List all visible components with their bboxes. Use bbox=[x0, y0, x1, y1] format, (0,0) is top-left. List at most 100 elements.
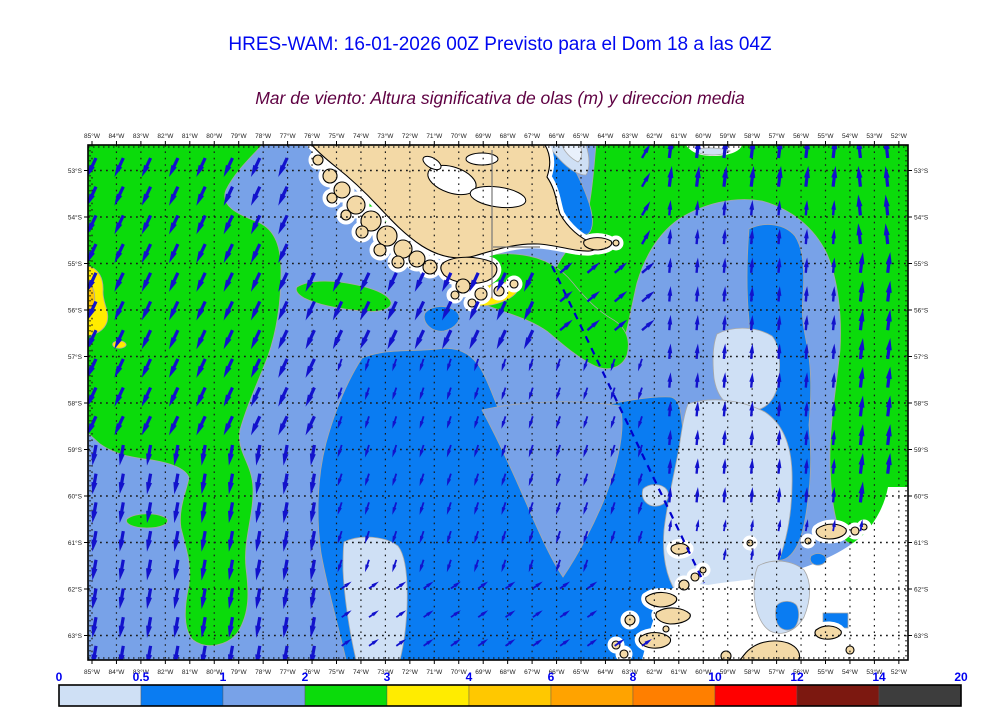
svg-text:72°W: 72°W bbox=[402, 668, 419, 676]
svg-text:70°W: 70°W bbox=[451, 668, 468, 676]
svg-text:66°W: 66°W bbox=[549, 132, 566, 140]
svg-text:81°W: 81°W bbox=[182, 132, 199, 140]
svg-text:66°W: 66°W bbox=[549, 668, 566, 676]
svg-text:65°W: 65°W bbox=[573, 668, 590, 676]
svg-text:14: 14 bbox=[872, 670, 886, 684]
svg-text:84°W: 84°W bbox=[108, 132, 125, 140]
svg-text:72°W: 72°W bbox=[402, 132, 419, 140]
svg-text:77°W: 77°W bbox=[280, 668, 297, 676]
svg-text:4: 4 bbox=[466, 670, 473, 684]
svg-text:82°W: 82°W bbox=[157, 132, 174, 140]
svg-text:84°W: 84°W bbox=[108, 668, 125, 676]
svg-text:53°W: 53°W bbox=[866, 132, 883, 140]
svg-text:53°S: 53°S bbox=[914, 167, 929, 175]
svg-text:60°S: 60°S bbox=[914, 493, 929, 501]
forecast-subtitle: Mar de viento: Altura significativa de o… bbox=[255, 88, 745, 108]
svg-text:71°W: 71°W bbox=[426, 668, 443, 676]
svg-text:83°W: 83°W bbox=[133, 132, 150, 140]
svg-text:80°W: 80°W bbox=[206, 132, 223, 140]
svg-text:74°W: 74°W bbox=[353, 668, 370, 676]
svg-text:6: 6 bbox=[548, 670, 555, 684]
svg-text:0: 0 bbox=[56, 670, 63, 684]
svg-text:63°W: 63°W bbox=[622, 132, 639, 140]
svg-text:56°W: 56°W bbox=[793, 668, 810, 676]
landmasses bbox=[307, 145, 872, 660]
svg-text:59°W: 59°W bbox=[720, 668, 737, 676]
svg-text:54°W: 54°W bbox=[842, 132, 859, 140]
svg-text:64°W: 64°W bbox=[597, 668, 614, 676]
svg-text:60°W: 60°W bbox=[695, 132, 712, 140]
svg-text:82°W: 82°W bbox=[157, 668, 174, 676]
svg-text:58°S: 58°S bbox=[68, 400, 83, 408]
svg-text:61°S: 61°S bbox=[68, 539, 83, 547]
svg-text:55°S: 55°S bbox=[914, 260, 929, 268]
svg-text:85°W: 85°W bbox=[84, 132, 101, 140]
route-line bbox=[551, 265, 705, 584]
svg-text:8: 8 bbox=[630, 670, 637, 684]
svg-text:54°S: 54°S bbox=[914, 214, 929, 222]
svg-text:58°W: 58°W bbox=[744, 132, 761, 140]
svg-text:69°W: 69°W bbox=[475, 668, 492, 676]
map-frame bbox=[84, 141, 912, 664]
svg-text:61°W: 61°W bbox=[671, 668, 688, 676]
svg-text:73°W: 73°W bbox=[377, 668, 394, 676]
svg-text:59°S: 59°S bbox=[68, 446, 83, 454]
svg-text:56°S: 56°S bbox=[914, 307, 929, 315]
axis-labels: 85°W 85°W 84°W 84°W 83°W 83°W 82°W 82°W 81°W 81°W… bbox=[68, 132, 929, 676]
svg-text:62°W: 62°W bbox=[646, 668, 663, 676]
svg-text:57°S: 57°S bbox=[68, 353, 83, 361]
svg-text:62°S: 62°S bbox=[68, 586, 83, 594]
svg-text:77°W: 77°W bbox=[280, 132, 297, 140]
svg-text:62°S: 62°S bbox=[914, 586, 929, 594]
svg-text:67°W: 67°W bbox=[524, 668, 541, 676]
svg-text:83°W: 83°W bbox=[133, 668, 150, 676]
svg-text:54°W: 54°W bbox=[842, 668, 859, 676]
svg-text:10: 10 bbox=[708, 670, 722, 684]
svg-text:74°W: 74°W bbox=[353, 132, 370, 140]
svg-text:64°W: 64°W bbox=[597, 132, 614, 140]
svg-text:63°S: 63°S bbox=[914, 632, 929, 640]
svg-text:12: 12 bbox=[790, 670, 804, 684]
wind-arrows bbox=[88, 145, 892, 660]
svg-text:59°W: 59°W bbox=[720, 132, 737, 140]
svg-text:60°W: 60°W bbox=[695, 668, 712, 676]
svg-text:79°W: 79°W bbox=[231, 132, 248, 140]
svg-text:2: 2 bbox=[302, 670, 309, 684]
svg-text:69°W: 69°W bbox=[475, 132, 492, 140]
svg-text:70°W: 70°W bbox=[451, 132, 468, 140]
svg-text:76°W: 76°W bbox=[304, 668, 321, 676]
svg-text:53°S: 53°S bbox=[68, 167, 83, 175]
svg-text:76°W: 76°W bbox=[304, 132, 321, 140]
svg-text:81°W: 81°W bbox=[182, 668, 199, 676]
svg-text:56°S: 56°S bbox=[68, 307, 83, 315]
svg-text:71°W: 71°W bbox=[426, 132, 443, 140]
svg-text:0.5: 0.5 bbox=[133, 670, 150, 684]
svg-text:75°W: 75°W bbox=[329, 132, 346, 140]
svg-text:65°W: 65°W bbox=[573, 132, 590, 140]
svg-text:68°W: 68°W bbox=[500, 132, 517, 140]
svg-text:1: 1 bbox=[220, 670, 227, 684]
svg-text:78°W: 78°W bbox=[255, 668, 272, 676]
svg-text:55°W: 55°W bbox=[818, 132, 835, 140]
svg-text:58°S: 58°S bbox=[914, 400, 929, 408]
svg-text:54°S: 54°S bbox=[68, 214, 83, 222]
svg-text:57°W: 57°W bbox=[769, 668, 786, 676]
svg-text:57°S: 57°S bbox=[914, 353, 929, 361]
svg-text:63°W: 63°W bbox=[622, 668, 639, 676]
svg-text:61°S: 61°S bbox=[914, 539, 929, 547]
svg-text:59°S: 59°S bbox=[914, 446, 929, 454]
svg-text:78°W: 78°W bbox=[255, 132, 272, 140]
country-border-lines bbox=[491, 150, 540, 298]
svg-text:68°W: 68°W bbox=[500, 668, 517, 676]
svg-text:85°W: 85°W bbox=[84, 668, 101, 676]
forecast-title: HRES-WAM: 16-01-2026 00Z Previsto para e… bbox=[228, 34, 772, 55]
svg-text:58°W: 58°W bbox=[744, 668, 761, 676]
svg-text:55°S: 55°S bbox=[68, 260, 83, 268]
svg-text:62°W: 62°W bbox=[646, 132, 663, 140]
svg-text:61°W: 61°W bbox=[671, 132, 688, 140]
svg-text:80°W: 80°W bbox=[206, 668, 223, 676]
svg-text:60°S: 60°S bbox=[68, 493, 83, 501]
svg-text:57°W: 57°W bbox=[769, 132, 786, 140]
svg-text:53°W: 53°W bbox=[866, 668, 883, 676]
